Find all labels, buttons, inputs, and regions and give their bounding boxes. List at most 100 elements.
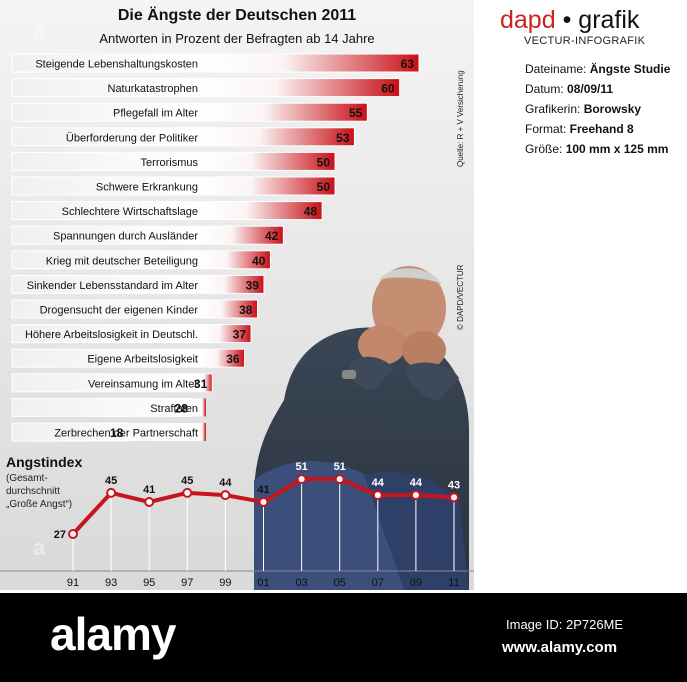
bar	[200, 373, 213, 392]
angstindex-note-line: durchschnitt	[6, 486, 60, 497]
meta-value: 100 mm x 125 mm	[565, 142, 669, 156]
line-point	[144, 497, 155, 507]
meta-row: Dateiname: Ängste Studie	[525, 59, 687, 79]
bar-value-label: 39	[246, 278, 260, 292]
bar-value-label: 42	[265, 229, 279, 243]
bar-outline	[11, 176, 336, 196]
line-point	[372, 490, 383, 501]
bar-value-label: 18	[110, 426, 124, 440]
bar-label-bg	[12, 201, 200, 220]
bar-value-label: 38	[239, 303, 253, 317]
bar	[200, 275, 264, 294]
bar-category-label: Zerbrechen der Partnerschaft	[54, 428, 198, 440]
x-tick-label: 91	[67, 577, 79, 589]
bar-category-label: Sinkender Lebensstandard im Alter	[27, 280, 199, 292]
bar	[200, 324, 252, 343]
bar-value-label: 50	[317, 180, 331, 194]
bar-label-bg	[12, 349, 200, 368]
line-value-label: 45	[105, 475, 117, 487]
bar-outline	[11, 373, 213, 393]
angstindex-note: (Gesamt-durchschnitt „Große Angst“)	[6, 472, 106, 511]
bar	[200, 398, 206, 417]
bar-value-label: 55	[349, 106, 363, 120]
bar-category-label: Schlechtere Wirtschaftslage	[62, 206, 198, 218]
bar-value-label: 28	[175, 401, 189, 415]
bar-label-bg	[12, 300, 200, 318]
bar-label-bg	[12, 275, 200, 294]
angstindex-note-line: „Große Angst“)	[6, 499, 73, 510]
bar-outline	[11, 201, 323, 221]
bar-category-label: Überforderung der Politiker	[66, 132, 198, 144]
bar-category-label: Krieg mit deutscher Beteiligung	[46, 255, 198, 267]
line-value-label: 45	[181, 475, 193, 487]
line-value-label: 44	[219, 477, 232, 489]
line-point	[220, 490, 231, 501]
brand-dot: •	[562, 6, 572, 34]
meta-row: Datum: 08/09/11	[525, 79, 687, 99]
bar-label-bg	[12, 423, 200, 441]
chart-subtitle: Antworten in Prozent der Befragten ab 14…	[99, 31, 375, 46]
brand-logo: dapd • grafik	[500, 6, 687, 35]
bar-label-bg	[12, 127, 200, 146]
bar-outline	[11, 250, 271, 270]
meta-label: Größe:	[525, 142, 566, 156]
sidebar: dapd • grafik VECTUR-INFOGRAFIK Dateinam…	[500, 6, 687, 159]
bar-label-bg	[12, 398, 200, 417]
bar-category-label: Terrorismus	[141, 157, 199, 169]
bar-value-label: 50	[317, 155, 331, 169]
bar-category-label: Straftaten	[150, 403, 198, 415]
bar-value-label: 60	[381, 82, 395, 96]
bar-label-bg	[12, 250, 200, 269]
meta-row: Größe: 100 mm x 125 mm	[525, 139, 687, 159]
bar-value-label: 37	[233, 328, 247, 342]
bar-category-label: Höhere Arbeitslosigkeit in Deutschl.	[25, 329, 198, 341]
bar-label-bg	[12, 177, 200, 195]
bar-category-label: Naturkatastrophen	[108, 83, 199, 95]
x-tick-label: 99	[219, 577, 231, 589]
bar	[200, 349, 245, 368]
file-meta: Dateiname: Ängste Studie Datum: 08/09/11 G…	[525, 59, 687, 159]
bar-category-label: Steigende Lebenshaltungskosten	[35, 59, 198, 71]
bar	[200, 177, 336, 195]
line-value-label: 51	[295, 461, 307, 473]
bar-outline	[11, 151, 336, 171]
bar	[200, 103, 368, 122]
bar-value-label: 48	[304, 205, 318, 219]
angstindex-title: Angstindex	[6, 454, 83, 470]
line-point	[258, 497, 269, 507]
angstindex-note-line: (Gesamt-	[6, 473, 48, 484]
bar-category-label: Eigene Arbeitslosigkeit	[87, 354, 198, 366]
bar-label-bg	[12, 226, 200, 245]
line-point	[106, 487, 117, 498]
bar-outline	[11, 53, 420, 73]
brand-right: grafik	[578, 6, 640, 34]
line-point	[449, 492, 459, 503]
x-tick-label: 03	[295, 577, 307, 589]
meta-value: 08/09/11	[567, 82, 614, 96]
bar-label-bg	[12, 78, 200, 97]
bar	[200, 226, 284, 245]
x-tick-label: 05	[334, 577, 346, 589]
meta-row: Format: Freehand 8	[525, 119, 687, 139]
meta-value: Ängste Studie	[589, 62, 671, 76]
x-tick-label: 97	[181, 577, 193, 589]
watermark-letter: a	[33, 18, 46, 43]
brand-left: dapd	[500, 6, 556, 34]
bar-category-label: Drogensucht der eigenen Kinder	[40, 305, 199, 317]
bar	[200, 250, 271, 269]
bar	[200, 54, 419, 72]
bar-outline	[11, 299, 258, 319]
bar-value-label: 36	[226, 352, 240, 366]
alamy-logo: alamy	[50, 608, 176, 660]
bar-outline	[11, 397, 194, 417]
bar-category-label: Schwere Erkrankung	[96, 182, 198, 194]
bar-label-bg	[12, 373, 200, 392]
bar-label-bg	[12, 103, 200, 122]
bar	[200, 152, 336, 171]
meta-label: Datum:	[525, 82, 568, 96]
bar-outline	[11, 274, 265, 294]
bar-value-label: 31	[194, 377, 208, 391]
infographic: a a Die Ängste der Deutschen 2011 Antwor…	[0, 0, 474, 590]
bar-chart: Steigende Lebenshaltungskosten 63 Naturkat…	[11, 53, 420, 442]
line-value-label: 27	[54, 529, 66, 541]
